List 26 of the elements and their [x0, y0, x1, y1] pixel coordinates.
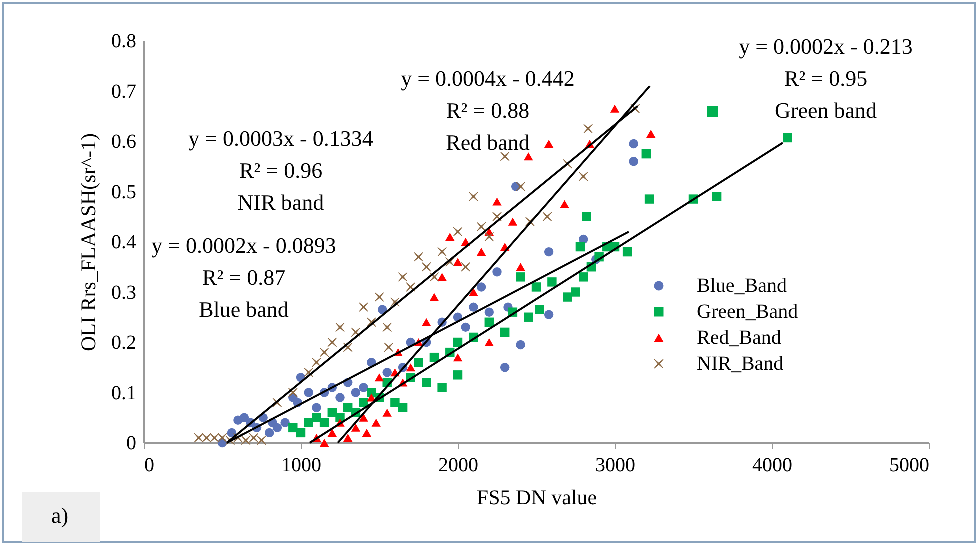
x-tick-label: 1000: [282, 454, 322, 476]
y-tick-label: 0.4: [112, 232, 136, 254]
x-tick-label: 3000: [596, 454, 636, 476]
y-tick-label: 0: [126, 432, 136, 454]
annotation: y = 0.0004x - 0.442 R² = 0.88 Red band: [401, 66, 575, 155]
y-axis-title: OLI Rrs_FLAASH(sr^-1): [76, 133, 100, 352]
x-axis-title: FS5 DN value: [476, 486, 598, 510]
annotation: y = 0.0003x - 0.1334 R² = 0.96 NIR band: [188, 126, 374, 215]
legend-label: NIR_Band: [697, 353, 784, 375]
y-tick-label: 0.5: [112, 181, 136, 204]
x-tick-label: 2000: [438, 454, 478, 476]
x-tick-label: 4000: [752, 454, 792, 476]
y-tick-label: 0.6: [112, 131, 136, 153]
y-tick-label: 0.3: [112, 282, 136, 304]
annotation: y = 0.0002x - 0.0893 R² = 0.87 Blue band: [152, 233, 336, 322]
legend-label: Red_Band: [697, 327, 782, 349]
y-tick-label: 0.7: [112, 80, 136, 103]
y-tick-label: 0.8: [112, 30, 136, 52]
legend-label: Blue_Band: [697, 275, 787, 297]
x-tick-label: 5000: [890, 454, 930, 476]
x-tick-label: 0: [144, 454, 154, 476]
legend-label: Green_Band: [697, 301, 798, 323]
y-tick-label: 0.2: [112, 332, 136, 354]
y-tick-label: 0.1: [112, 382, 136, 404]
annotation: y = 0.0002x - 0.213 R² = 0.95 Green band: [739, 34, 913, 123]
text: a): [51, 503, 69, 528]
